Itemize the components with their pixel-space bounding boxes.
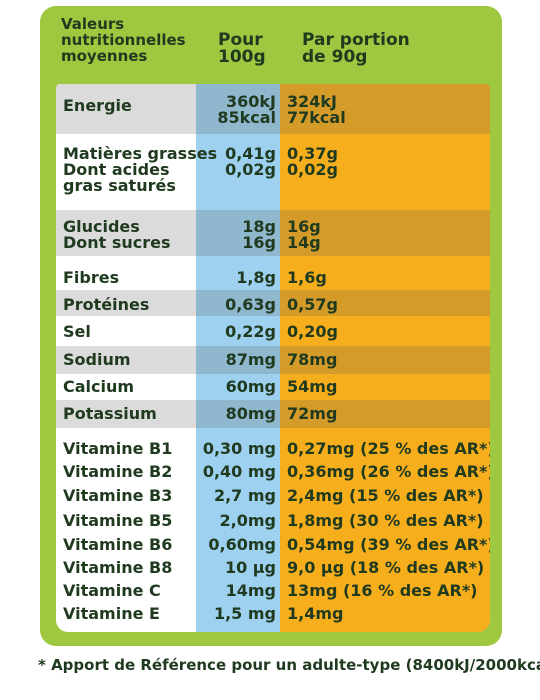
row-label: Glucides [63,217,140,236]
header-label-line: nutritionnelles [61,31,186,49]
value-portion: 9,0 µg (18 % des AR*) [287,558,485,577]
value-portion: 13mg (16 % des AR*) [287,581,478,600]
value-portion: 1,8mg (30 % des AR*) [287,511,484,530]
value-portion: 72mg [287,404,338,423]
value-per100: 87mg [225,350,276,369]
header-per100-line: 100g [218,47,266,67]
value-per100: 0,22g [225,322,276,341]
row-label: Potassium [63,404,157,423]
value-per100: 1,5 mg [213,604,276,623]
row-label: Vitamine E [63,604,160,623]
per100-column-bg [196,84,280,632]
value-per100: 85kcal [217,108,276,127]
row-shading [56,210,490,256]
row-shading [56,290,490,316]
value-per100: 80mg [225,404,276,423]
row-shading [56,84,490,134]
portion-column-bg [280,84,490,632]
nutrition-table: Energie 360kJ 85kcal 324kJ 77kcal Matièr… [56,84,490,632]
value-per100: 14mg [225,581,276,600]
value-per100: 16g [242,233,276,252]
footnote: * Apport de Référence pour un adulte-typ… [38,656,540,674]
row-label: Vitamine B2 [63,462,173,481]
row-label: Vitamine B6 [63,535,173,554]
header-portion-line: de 90g [302,47,368,67]
value-portion: 0,57g [287,295,338,314]
value-portion: 0,36mg (26 % des AR*) [287,462,490,481]
value-portion: 78mg [287,350,338,369]
row-label: Dont acides [63,160,170,179]
value-portion: 0,37g [287,144,338,163]
row-shading [56,400,490,428]
value-per100: 0,30 mg [202,439,276,458]
row-shading [56,346,490,374]
header-per100: Pour 100g [218,32,266,66]
value-portion: 1,6g [287,268,327,287]
header-label-line: Valeurs [61,15,125,33]
value-portion: 0,02g [287,160,338,179]
value-portion: 0,54mg (39 % des AR*) [287,535,490,554]
row-label: Vitamine B5 [63,511,173,530]
value-portion: 1,4mg [287,604,344,623]
value-per100: 0,40 mg [202,462,276,481]
header-label-line: moyennes [61,47,148,65]
value-per100: 2,0mg [219,511,276,530]
row-label: Dont sucres [63,233,171,252]
value-portion: 0,27mg (25 % des AR*) [287,439,490,458]
row-label: Energie [63,96,132,115]
value-per100: 10 µg [224,558,276,577]
value-per100: 18g [242,217,276,236]
value-portion: 77kcal [287,108,346,127]
row-label: Vitamine B8 [63,558,173,577]
value-per100: 0,02g [225,160,276,179]
value-per100: 360kJ [226,92,276,111]
row-label: Matières grasses [63,144,218,163]
header-portion: Par portion de 90g [302,32,410,66]
row-label: Sodium [63,350,131,369]
header-label: Valeurs nutritionnelles moyennes [61,16,186,64]
value-per100: 60mg [225,377,276,396]
row-label: Vitamine B3 [63,486,173,505]
value-per100: 2,7 mg [213,486,276,505]
value-per100: 0,60mg [208,535,276,554]
row-label: gras saturés [63,176,176,195]
value-portion: 16g [287,217,321,236]
header-per100-line: Pour [218,30,263,50]
value-per100: 0,63g [225,295,276,314]
row-label: Sel [63,322,91,341]
row-label: Vitamine C [63,581,161,600]
row-label: Fibres [63,268,120,287]
row-label: Protéines [63,295,150,314]
row-label: Vitamine B1 [63,439,173,458]
row-label: Calcium [63,377,135,396]
header-portion-line: Par portion [302,30,410,50]
value-portion: 324kJ [287,92,337,111]
value-per100: 1,8g [236,268,276,287]
value-per100: 0,41g [225,144,276,163]
value-portion: 54mg [287,377,338,396]
value-portion: 0,20g [287,322,338,341]
value-portion: 14g [287,233,321,252]
value-portion: 2,4mg (15 % des AR*) [287,486,484,505]
